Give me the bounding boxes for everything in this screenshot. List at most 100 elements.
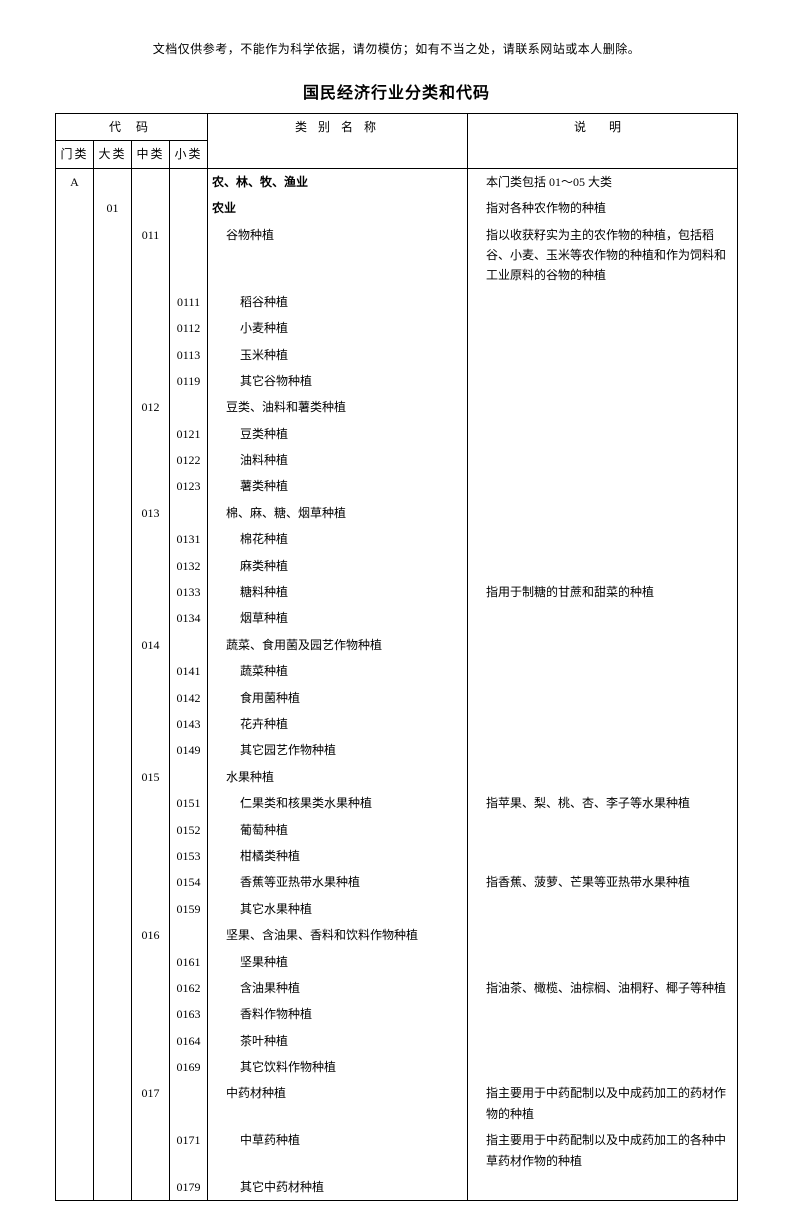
cell-c3 bbox=[132, 605, 170, 631]
cell-c1 bbox=[56, 975, 94, 1001]
cell-name: 食用菌种植 bbox=[208, 685, 468, 711]
cell-name: 蔬菜种植 bbox=[208, 658, 468, 684]
cell-c1 bbox=[56, 526, 94, 552]
table-row: 0162含油果种植指油茶、橄榄、油棕榈、油桐籽、椰子等种植 bbox=[56, 975, 738, 1001]
cell-c3: 017 bbox=[132, 1080, 170, 1127]
table-row: 015水果种植 bbox=[56, 764, 738, 790]
table-row: 0154香蕉等亚热带水果种植指香蕉、菠萝、芒果等亚热带水果种植 bbox=[56, 869, 738, 895]
cell-name: 坚果、含油果、香料和饮料作物种植 bbox=[208, 922, 468, 948]
cell-c2 bbox=[94, 685, 132, 711]
cell-c3 bbox=[132, 737, 170, 763]
cell-c2 bbox=[94, 473, 132, 499]
cell-c1 bbox=[56, 790, 94, 816]
cell-c1 bbox=[56, 817, 94, 843]
cell-c2 bbox=[94, 394, 132, 420]
cell-name: 其它谷物种植 bbox=[208, 368, 468, 394]
cell-c1 bbox=[56, 632, 94, 658]
cell-c2 bbox=[94, 1127, 132, 1174]
cell-c3 bbox=[132, 421, 170, 447]
cell-desc: 指对各种农作物的种植 bbox=[468, 195, 738, 221]
cell-c4: 0121 bbox=[170, 421, 208, 447]
cell-name: 玉米种植 bbox=[208, 342, 468, 368]
cell-name: 棉、麻、糖、烟草种植 bbox=[208, 500, 468, 526]
cell-c3 bbox=[132, 896, 170, 922]
cell-desc bbox=[468, 342, 738, 368]
cell-name: 仁果类和核果类水果种植 bbox=[208, 790, 468, 816]
cell-c1 bbox=[56, 394, 94, 420]
cell-c4: 0153 bbox=[170, 843, 208, 869]
cell-c4: 0112 bbox=[170, 315, 208, 341]
table-body: A农、林、牧、渔业本门类包括 01～05 大类01农业指对各种农作物的种植011… bbox=[56, 168, 738, 1201]
cell-c3 bbox=[132, 526, 170, 552]
cell-c1 bbox=[56, 368, 94, 394]
cell-c3: 011 bbox=[132, 222, 170, 289]
cell-c4: 0164 bbox=[170, 1028, 208, 1054]
cell-c3 bbox=[132, 473, 170, 499]
cell-c4 bbox=[170, 195, 208, 221]
cell-desc bbox=[468, 817, 738, 843]
cell-c2 bbox=[94, 222, 132, 289]
cell-c4 bbox=[170, 922, 208, 948]
cell-name: 柑橘类种植 bbox=[208, 843, 468, 869]
cell-desc bbox=[468, 1174, 738, 1201]
cell-c2 bbox=[94, 737, 132, 763]
cell-c1 bbox=[56, 896, 94, 922]
table-row: 0159其它水果种植 bbox=[56, 896, 738, 922]
cell-c4: 0123 bbox=[170, 473, 208, 499]
cell-desc: 指香蕉、菠萝、芒果等亚热带水果种植 bbox=[468, 869, 738, 895]
cell-name: 葡萄种植 bbox=[208, 817, 468, 843]
cell-name: 花卉种植 bbox=[208, 711, 468, 737]
cell-name: 中药材种植 bbox=[208, 1080, 468, 1127]
cell-c2 bbox=[94, 447, 132, 473]
cell-c3: 016 bbox=[132, 922, 170, 948]
cell-name: 茶叶种植 bbox=[208, 1028, 468, 1054]
table-row: 0149其它园艺作物种植 bbox=[56, 737, 738, 763]
cell-c2 bbox=[94, 553, 132, 579]
th-c3: 中类 bbox=[132, 141, 170, 168]
cell-c1 bbox=[56, 500, 94, 526]
cell-c1 bbox=[56, 342, 94, 368]
cell-c1 bbox=[56, 1174, 94, 1201]
cell-name: 香蕉等亚热带水果种植 bbox=[208, 869, 468, 895]
table-row: 0152葡萄种植 bbox=[56, 817, 738, 843]
cell-c2 bbox=[94, 1174, 132, 1201]
cell-c1 bbox=[56, 949, 94, 975]
cell-c1 bbox=[56, 289, 94, 315]
table-row: 016 坚果、含油果、香料和饮料作物种植 bbox=[56, 922, 738, 948]
table-row: 0169其它饮料作物种植 bbox=[56, 1054, 738, 1080]
cell-c2 bbox=[94, 368, 132, 394]
cell-c1 bbox=[56, 737, 94, 763]
cell-name: 其它园艺作物种植 bbox=[208, 737, 468, 763]
cell-name: 蔬菜、食用菌及园艺作物种植 bbox=[208, 632, 468, 658]
cell-name: 香料作物种植 bbox=[208, 1001, 468, 1027]
cell-c3 bbox=[132, 195, 170, 221]
cell-c3 bbox=[132, 168, 170, 195]
cell-c1: A bbox=[56, 168, 94, 195]
cell-desc bbox=[468, 1001, 738, 1027]
cell-c2 bbox=[94, 790, 132, 816]
page-title: 国民经济行业分类和代码 bbox=[55, 79, 738, 103]
cell-c1 bbox=[56, 843, 94, 869]
table-row: 0164茶叶种植 bbox=[56, 1028, 738, 1054]
cell-desc bbox=[468, 421, 738, 447]
cell-desc: 指以收获籽实为主的农作物的种植，包括稻谷、小麦、玉米等农作物的种植和作为饲料和工… bbox=[468, 222, 738, 289]
cell-desc bbox=[468, 764, 738, 790]
cell-c1 bbox=[56, 315, 94, 341]
table-row: 0133糖料种植指用于制糖的甘蔗和甜菜的种植 bbox=[56, 579, 738, 605]
cell-c4: 0141 bbox=[170, 658, 208, 684]
cell-c1 bbox=[56, 685, 94, 711]
cell-desc: 指主要用于中药配制以及中成药加工的药材作物的种植 bbox=[468, 1080, 738, 1127]
cell-c2 bbox=[94, 711, 132, 737]
cell-c4 bbox=[170, 1080, 208, 1127]
cell-c2 bbox=[94, 168, 132, 195]
cell-desc bbox=[468, 843, 738, 869]
cell-c4: 0131 bbox=[170, 526, 208, 552]
cell-desc: 指苹果、梨、桃、杏、李子等水果种植 bbox=[468, 790, 738, 816]
table-row: 0134烟草种植 bbox=[56, 605, 738, 631]
cell-name: 谷物种植 bbox=[208, 222, 468, 289]
cell-c4: 0154 bbox=[170, 869, 208, 895]
cell-desc bbox=[468, 315, 738, 341]
cell-name: 坚果种植 bbox=[208, 949, 468, 975]
cell-c4 bbox=[170, 632, 208, 658]
cell-c2 bbox=[94, 922, 132, 948]
